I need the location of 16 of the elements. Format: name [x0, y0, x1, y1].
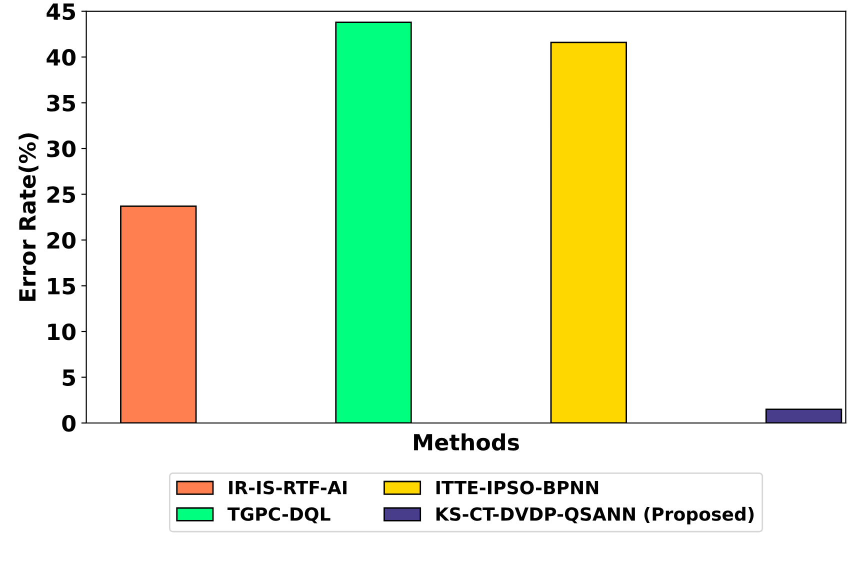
y-axis-title: Error Rate(%)	[18, 133, 38, 301]
x-axis-title: Methods	[414, 433, 519, 451]
y-tick-label: 30	[47, 140, 76, 158]
y-tick-label: 25	[47, 186, 76, 204]
y-tick-label: 40	[46, 48, 76, 66]
y-tick-label: 35	[47, 94, 76, 112]
y-tick-label: 20	[47, 232, 76, 249]
y-tick-label: 0	[62, 414, 76, 432]
y-tick-label: 10	[48, 323, 76, 340]
legend-label: TGPC-DQL	[228, 507, 330, 524]
y-tick-label: 15	[48, 278, 76, 295]
legend-label: KS-CT-DVDP-QSANN (Proposed)	[436, 506, 754, 524]
legend-label: ITTE-IPSO-BPNN	[436, 480, 598, 494]
y-tick-label: 45	[46, 4, 76, 20]
legend-label: IR-IS-RTF-AI	[229, 480, 346, 494]
y-tick-label: 5	[62, 369, 76, 386]
